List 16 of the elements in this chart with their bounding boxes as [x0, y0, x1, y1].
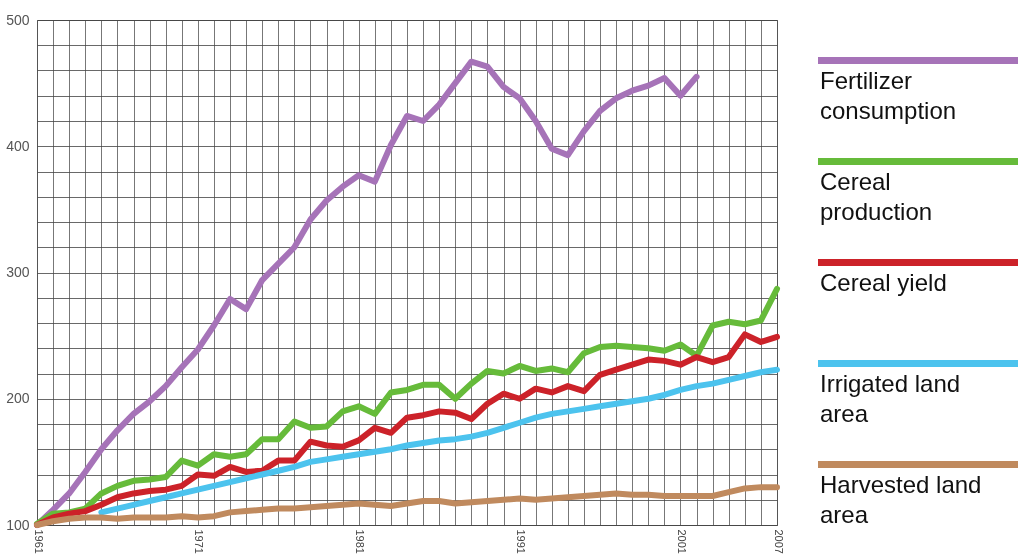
y-tick-label: 200: [6, 390, 30, 407]
x-tick-label: 2001: [675, 529, 688, 554]
series-label: Irrigated land area: [820, 370, 961, 428]
y-tick-label: 300: [6, 264, 30, 280]
y-tick-label: 500: [6, 11, 30, 28]
text: Fertilizer consumption: [820, 67, 957, 125]
text: Cereal production: [820, 168, 933, 226]
x-tick-label: 1961: [32, 529, 45, 554]
y-tick-label: 100: [6, 516, 30, 533]
x-tick-label: 1991: [515, 529, 528, 554]
text: Cereal yield: [820, 269, 947, 297]
x-tick-label: 1981: [354, 529, 367, 554]
x-tick-label: 2007: [772, 529, 785, 554]
series-label: Harvested land area: [820, 471, 982, 529]
y-tick-label: 400: [6, 137, 30, 154]
x-tick-label: 1971: [193, 529, 206, 554]
